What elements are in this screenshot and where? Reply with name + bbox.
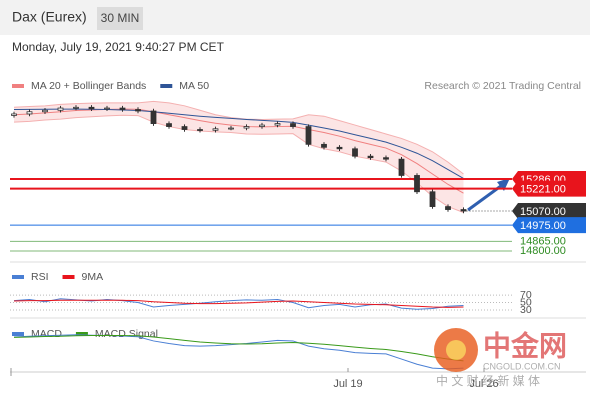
rsi-tick-label: 70 xyxy=(520,289,532,301)
candle-body xyxy=(383,157,389,160)
candle-body xyxy=(197,129,203,131)
candle-body xyxy=(274,123,281,126)
candle-body xyxy=(73,106,79,109)
candle-body xyxy=(42,109,48,113)
header-bar xyxy=(0,0,590,35)
candle-body xyxy=(135,109,141,112)
candle-body xyxy=(57,107,64,111)
candle-body xyxy=(321,143,327,148)
bollinger-band xyxy=(14,101,464,213)
level-label: 14975.00 xyxy=(520,220,566,232)
forecast-arrow-head xyxy=(497,178,510,191)
candle-body xyxy=(212,128,219,131)
candle-body xyxy=(305,126,312,145)
candle-body xyxy=(398,158,405,176)
date-line: Monday, July 19, 2021 9:40:27 PM CET xyxy=(12,40,225,54)
level-label: 15221.00 xyxy=(520,184,566,196)
bollinger-lower xyxy=(13,114,464,213)
candle-body xyxy=(104,107,110,110)
legend-swatch xyxy=(62,275,75,279)
candle-body xyxy=(88,106,95,110)
macd-line xyxy=(13,335,464,362)
candle-body xyxy=(414,175,420,193)
watermark: 中金网 CNGOLD.COM.CN 中 文 财 经 新 媒 体 xyxy=(434,328,567,388)
legend-label: RSI xyxy=(31,271,49,283)
instrument-title: Dax (Eurex) xyxy=(12,9,87,25)
timeframe-button[interactable] xyxy=(97,7,143,30)
candle-body xyxy=(290,123,296,127)
legend-label: MACD Signal xyxy=(95,328,158,340)
legend-label: MA 20 + Bollinger Bands xyxy=(31,80,146,92)
candle-body xyxy=(119,107,126,110)
candle-body xyxy=(367,155,374,159)
watermark-domain: CNGOLD.COM.CN xyxy=(483,361,561,371)
rsi-line xyxy=(13,299,464,308)
legend-swatch xyxy=(12,275,24,279)
level-tag xyxy=(512,180,586,197)
level-label: 15070.00 xyxy=(520,206,566,218)
forecast-arrow xyxy=(467,181,506,212)
legend-swatch xyxy=(12,84,24,88)
watermark-logo xyxy=(446,340,466,360)
ma50-line xyxy=(13,108,464,179)
candle-body xyxy=(460,209,467,212)
source: Research © 2021 Trading Central xyxy=(424,80,581,92)
candle-body xyxy=(11,113,17,116)
timeframe-label[interactable]: 30 MIN xyxy=(101,11,140,25)
candle-body xyxy=(243,126,250,129)
bollinger-upper xyxy=(13,100,464,175)
rsi-tick-label: 50 xyxy=(520,296,532,308)
candle-body xyxy=(26,111,33,115)
x-tick-label: Jul 19 xyxy=(333,378,362,390)
legend-label: MACD xyxy=(31,328,62,340)
macd-line xyxy=(13,334,464,370)
level-tag xyxy=(512,203,586,220)
candle-body xyxy=(181,126,188,130)
candle-body xyxy=(228,127,234,130)
legend-swatch xyxy=(75,332,88,336)
legend-label: MA 50 xyxy=(179,80,209,92)
candle-body xyxy=(166,123,172,127)
candle-body xyxy=(352,148,358,157)
candle-body xyxy=(429,191,436,207)
candle-body xyxy=(259,124,265,127)
candle-body xyxy=(150,110,157,124)
level-label: 14865.00 xyxy=(520,235,566,247)
x-tick-label: Jul 26 xyxy=(469,378,498,390)
ma20-line xyxy=(13,108,464,194)
candle-body xyxy=(336,146,343,150)
level-label: 14800.00 xyxy=(520,245,566,257)
candle-body xyxy=(445,206,451,210)
level-tag xyxy=(512,217,586,234)
watermark-slogan: 中 文 财 经 新 媒 体 xyxy=(436,373,540,388)
legend-swatch xyxy=(12,332,24,336)
watermark-brand: 中金网 xyxy=(483,329,567,361)
legend-swatch xyxy=(160,84,173,88)
rsi-tick-label: 30 xyxy=(520,304,532,316)
legend-label: 9MA xyxy=(82,271,104,283)
